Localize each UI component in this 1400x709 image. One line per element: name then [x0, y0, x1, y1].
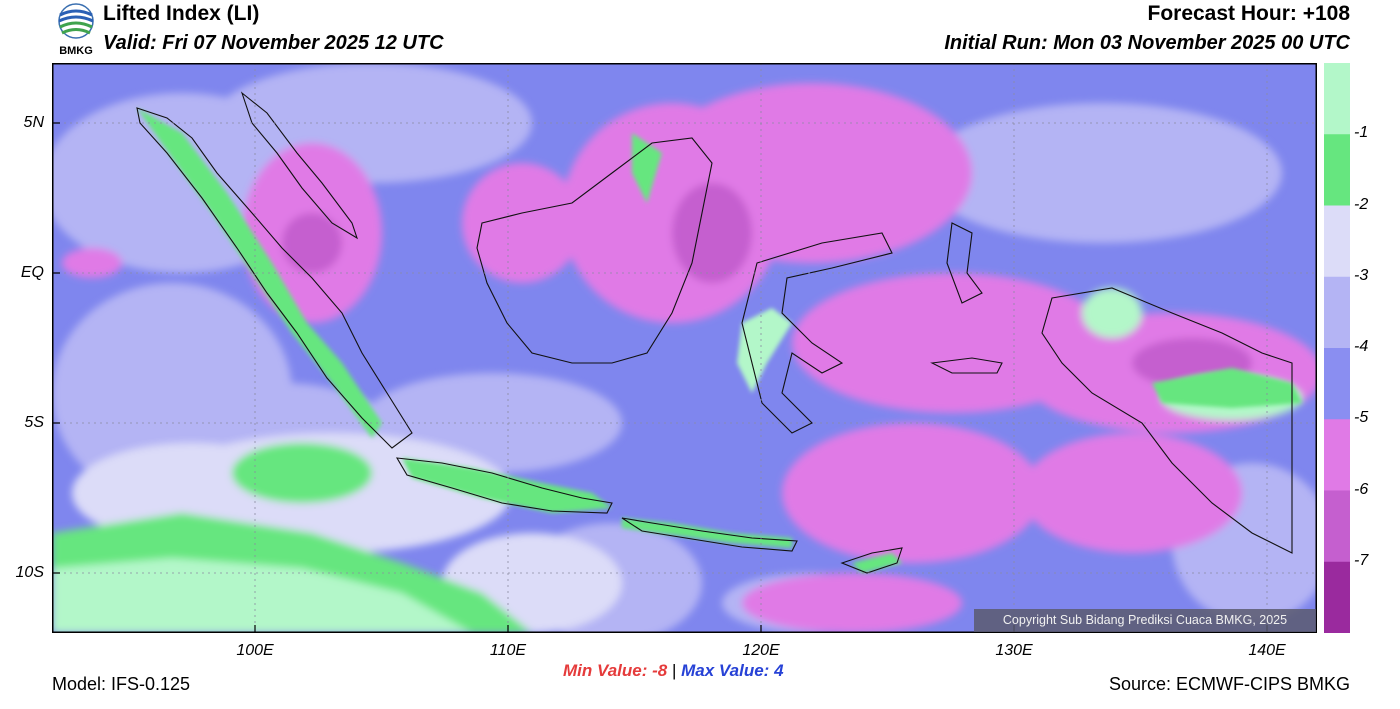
- colorbar: [1324, 63, 1350, 633]
- logo-text: BMKG: [59, 45, 93, 57]
- min-label: Min Value:: [563, 661, 648, 680]
- sulawesi-coast: [741, 232, 893, 434]
- lifted-index-map: [52, 63, 1317, 633]
- colorbar-label: -4: [1354, 338, 1369, 355]
- timor-coast: [840, 547, 903, 574]
- lon-tick-100e: 100E: [236, 642, 274, 659]
- papua-coast: [1041, 287, 1293, 554]
- java-coast: [395, 457, 613, 514]
- colorbar-label: -6: [1354, 480, 1369, 498]
- min-max-values: Min Value: -8 | Max Value: 4: [563, 661, 784, 681]
- lon-tick-110e: 110E: [489, 642, 527, 659]
- colorbar-segment: [1324, 490, 1350, 563]
- sumatra-coast: [136, 107, 413, 449]
- chart-title: Lifted Index (LI): [103, 2, 260, 25]
- max-label: Max Value:: [681, 661, 770, 680]
- sunda-islands-coast: [621, 517, 798, 552]
- colorbar-segment: [1324, 63, 1350, 135]
- halmahera-coast: [946, 222, 983, 304]
- lat-tick-5n: 5N: [23, 114, 44, 131]
- coastlines: [136, 91, 1293, 574]
- model-label: Model: IFS-0.125: [52, 674, 191, 694]
- seram-coast: [930, 357, 1003, 374]
- colorbar-label: -2: [1354, 195, 1369, 213]
- colorbar-segment: [1324, 134, 1350, 206]
- lon-tick-140e: 140E: [1248, 642, 1286, 659]
- island-highlights: [137, 108, 1302, 573]
- valid-time: Valid: Fri 07 November 2025 12 UTC: [103, 32, 444, 54]
- graticule: [52, 63, 1317, 633]
- field-shading: [52, 63, 1317, 633]
- lon-tick-130e: 130E: [995, 642, 1033, 659]
- lat-tick-10s: 10S: [15, 564, 44, 581]
- map-frame: [52, 63, 1317, 633]
- colorbar-segment: [1324, 276, 1350, 349]
- bmkg-logo-icon: [58, 3, 94, 39]
- colorbar-label: -5: [1354, 409, 1369, 427]
- stats-separator: |: [671, 661, 677, 680]
- forecast-hour: Forecast Hour: +108: [1147, 2, 1351, 25]
- colorbar-segment: [1324, 205, 1350, 278]
- initial-run: Initial Run: Mon 03 November 2025 00 UTC: [944, 32, 1350, 54]
- source-label: Source: ECMWF-CIPS BMKG: [1108, 674, 1350, 694]
- colorbar-label: -3: [1354, 266, 1369, 284]
- colorbar-segment: [1324, 348, 1350, 420]
- lat-tick-5s: 5S: [24, 414, 44, 431]
- colorbar-segment: [1324, 419, 1350, 491]
- min-value: -8: [652, 661, 668, 680]
- lat-tick-eq: EQ: [20, 264, 44, 281]
- colorbar-label: -1: [1354, 124, 1369, 142]
- colorbar-label: -7: [1354, 551, 1369, 569]
- copyright-notice: Copyright Sub Bidang Prediksi Cuaca BMKG…: [974, 609, 1316, 632]
- lon-tick-120e: 120E: [742, 642, 780, 659]
- bmkg-logo: BMKG: [52, 1, 100, 59]
- colorbar-segment: [1324, 561, 1350, 633]
- max-value: 4: [774, 661, 784, 680]
- malaya-coast: [240, 91, 358, 240]
- borneo-coast: [476, 137, 713, 364]
